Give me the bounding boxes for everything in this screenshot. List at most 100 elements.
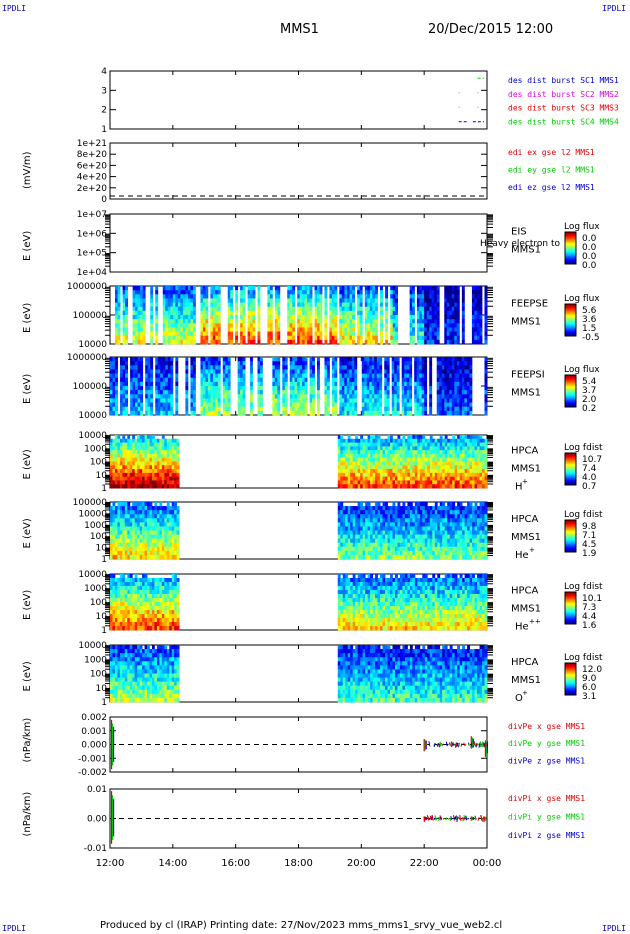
feeps-i-cell bbox=[162, 406, 166, 412]
hpca-h-cell bbox=[142, 435, 145, 440]
feeps-e-cell bbox=[192, 290, 196, 295]
hpca-h-cell bbox=[484, 472, 488, 478]
feeps-e-cell bbox=[380, 335, 383, 341]
feeps-i-cell bbox=[202, 390, 206, 395]
feeps-e-cell bbox=[230, 302, 234, 308]
feeps-i-cell bbox=[371, 369, 375, 374]
feeps-i-cell bbox=[150, 373, 154, 379]
feeps-e-cell bbox=[192, 298, 196, 303]
feeps-i-cell bbox=[464, 357, 468, 362]
hpca-h-cell bbox=[382, 446, 386, 451]
feeps-e-cell bbox=[132, 302, 136, 308]
feeps-i-cell bbox=[120, 394, 123, 399]
feeps-e-cell bbox=[269, 315, 273, 320]
feeps-e-cell bbox=[289, 331, 293, 337]
feeps-e-cell bbox=[247, 294, 251, 299]
feeps-i-cell bbox=[289, 394, 293, 399]
hpca-he-cell bbox=[112, 518, 116, 523]
feeps-e-cell bbox=[212, 286, 216, 291]
feeps-e-cell bbox=[372, 302, 376, 308]
feeps-i-cell bbox=[282, 361, 286, 366]
feeps-e-cell bbox=[132, 327, 136, 332]
hpca-h-cell bbox=[404, 465, 408, 470]
hpca-h-cell bbox=[424, 442, 428, 447]
hpca-h-colorbar-value: 0.7 bbox=[582, 482, 596, 492]
feeps-i-cell bbox=[317, 402, 320, 408]
feeps-e-cell bbox=[344, 302, 348, 308]
feeps-e-cell bbox=[150, 302, 154, 308]
hpca-h-cell bbox=[392, 446, 396, 451]
feeps-e-cell bbox=[412, 339, 415, 345]
hpca-h-cell bbox=[372, 484, 376, 489]
hpca-h-cell bbox=[464, 472, 468, 478]
feeps-e-cell bbox=[367, 335, 371, 341]
feeps-i-cell bbox=[341, 394, 345, 399]
feeps-i-cell bbox=[451, 398, 455, 403]
hpca-h-cell bbox=[412, 465, 416, 470]
hpca-h-cell bbox=[375, 469, 378, 474]
hpca-h-cell bbox=[429, 442, 433, 447]
feeps-e-cell bbox=[421, 302, 425, 308]
feeps-e-cell bbox=[269, 323, 273, 328]
feeps-e-cell bbox=[287, 306, 291, 312]
feeps-i-cell bbox=[257, 373, 261, 379]
feeps-e-cell bbox=[117, 286, 121, 291]
feeps-e-cell bbox=[135, 298, 139, 303]
hpca-h-cell bbox=[434, 442, 438, 447]
hpca-h-cell bbox=[119, 461, 123, 466]
feeps-e-cell bbox=[424, 323, 428, 328]
hpca-h-cell bbox=[390, 465, 393, 470]
feeps-e-cell bbox=[436, 294, 440, 299]
feeps-i-cell bbox=[344, 398, 348, 403]
feeps-e-cell bbox=[137, 286, 141, 291]
hpca-h-cell bbox=[161, 457, 165, 462]
hpca-h-cell bbox=[417, 476, 421, 481]
feeps-i-cell bbox=[344, 373, 348, 379]
feeps-e-cell bbox=[240, 302, 244, 308]
feeps-i-cell bbox=[436, 369, 440, 374]
hpca-h-cell bbox=[452, 484, 456, 489]
feeps-e-cell bbox=[429, 315, 433, 320]
feeps-e-cell bbox=[165, 315, 169, 320]
feeps-i-cell bbox=[110, 410, 113, 416]
feeps-i-cell bbox=[165, 398, 169, 403]
feeps-e-cell bbox=[431, 306, 435, 312]
hpca-h-cell bbox=[459, 457, 463, 462]
hpca-h-cell bbox=[124, 450, 128, 455]
feeps-e-cell bbox=[436, 323, 440, 328]
feeps-e-cell bbox=[250, 294, 253, 299]
feeps-i-cell bbox=[371, 386, 375, 391]
feeps-e-cell bbox=[471, 339, 475, 345]
feeps-e-cell bbox=[122, 294, 126, 299]
feeps-e-cell bbox=[369, 319, 373, 324]
feeps-e-cell bbox=[202, 302, 206, 308]
feeps-e-cell bbox=[277, 319, 281, 324]
feeps-i-cell bbox=[341, 402, 345, 408]
hpca-h-cell bbox=[355, 472, 359, 478]
hpca-h-cell bbox=[127, 450, 131, 455]
hpca-he-cell bbox=[154, 530, 158, 535]
hpca-h-cell bbox=[129, 465, 133, 470]
feeps-e-cell bbox=[167, 310, 171, 316]
hpca-h-cell bbox=[432, 453, 436, 459]
feeps-i-cell bbox=[416, 357, 420, 362]
feeps-e-cell bbox=[172, 339, 176, 345]
feeps-i-cell bbox=[341, 386, 345, 391]
feeps-i-cell bbox=[222, 377, 226, 383]
feeps-e-cell bbox=[367, 290, 371, 295]
hpca-h-cell bbox=[127, 442, 131, 447]
hpca-h-cell bbox=[387, 446, 391, 451]
hpca-h-cell bbox=[127, 476, 131, 481]
hpca-he-cell bbox=[164, 522, 168, 527]
burst-frame bbox=[109, 70, 488, 130]
feeps-i-cell bbox=[297, 394, 301, 399]
feeps-e-cell bbox=[205, 286, 209, 291]
hpca-h-cell bbox=[144, 461, 148, 466]
feeps-e-cell bbox=[274, 298, 278, 303]
feeps-e-cell bbox=[142, 298, 146, 303]
feeps-i-cell bbox=[484, 377, 488, 383]
feeps-i-cell bbox=[130, 381, 134, 387]
feeps-i-cell bbox=[414, 365, 418, 370]
feeps-i-cell bbox=[192, 365, 196, 370]
hpca-h-cell bbox=[134, 476, 138, 481]
